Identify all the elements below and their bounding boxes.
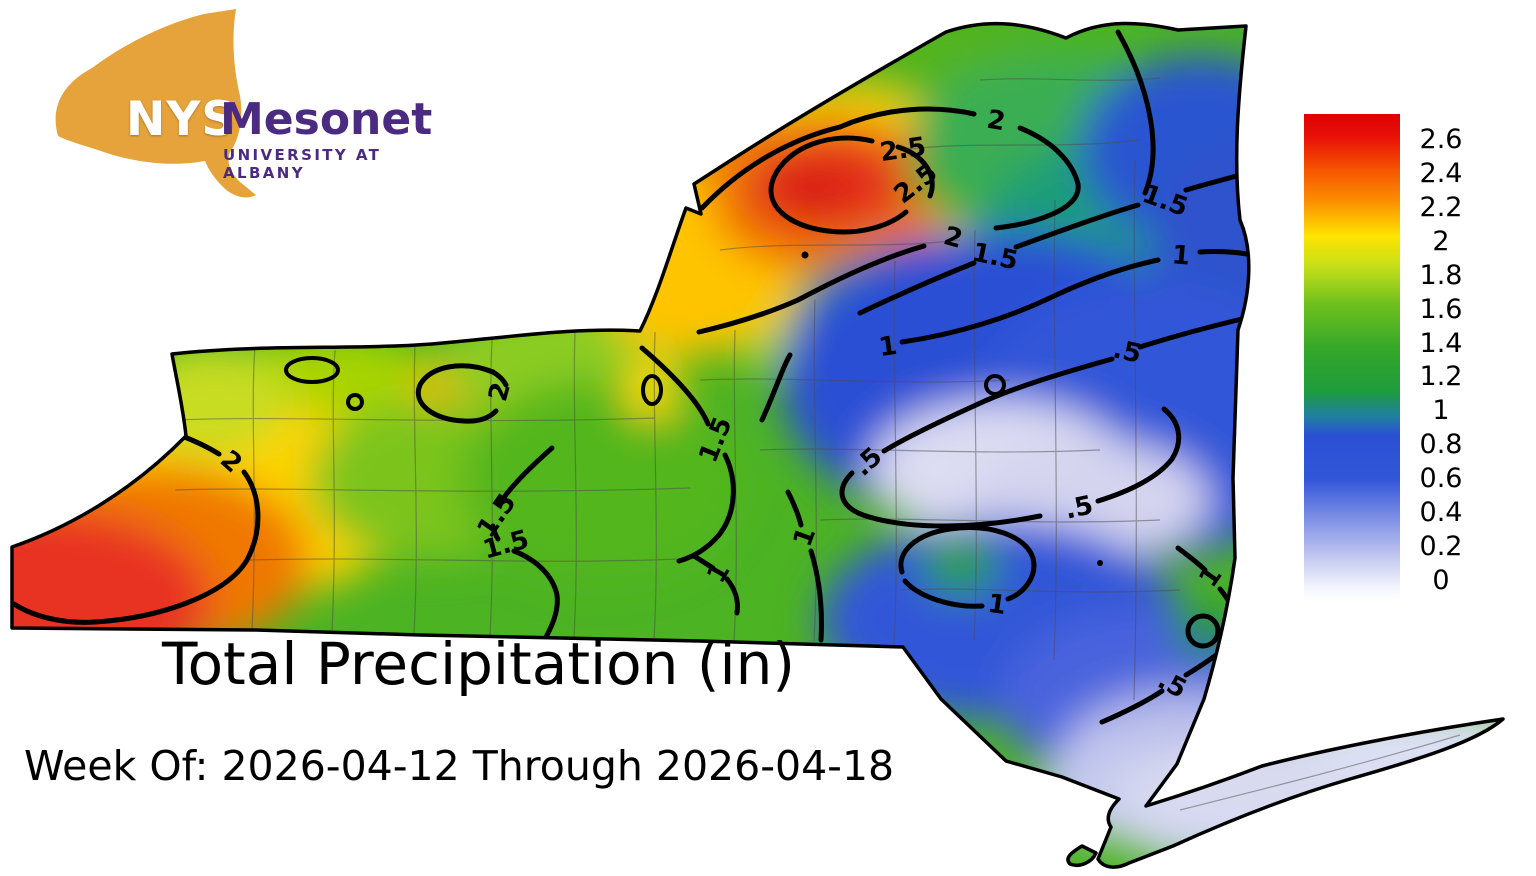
contour-1p5 xyxy=(639,345,711,427)
contour-1-se-loop xyxy=(898,525,1037,602)
contour-1-south xyxy=(691,553,716,571)
colorbar-tick: 1.8 xyxy=(1419,259,1463,291)
colorbar-gradient xyxy=(1304,114,1400,601)
contour-1-south xyxy=(785,489,804,528)
colorbar-tick: 2.2 xyxy=(1419,191,1463,223)
map-title: Total Precipitation (in) xyxy=(162,630,795,698)
colorbar-tick-labels: 2.6 2.4 2.2 2 1.8 1.6 1.4 1.2 1 0.8 0.6 0.4 0.2 0 xyxy=(1410,126,1480,594)
contour-1p5 xyxy=(857,260,977,316)
contour-1 xyxy=(759,352,793,423)
contour-2-north xyxy=(993,125,1081,231)
contour-small-ring xyxy=(346,393,364,411)
contour-p5-se xyxy=(1099,688,1165,725)
contour-2-west-loop xyxy=(415,363,499,424)
contour-small-ring xyxy=(284,356,340,384)
colorbar-tick: 0.4 xyxy=(1419,497,1463,529)
contour-1-east xyxy=(1175,545,1208,573)
contour-p5 xyxy=(839,470,1043,529)
contour-p5 xyxy=(1095,406,1182,504)
colorbar-tick: 0.6 xyxy=(1419,463,1463,495)
contour-1p5-south xyxy=(496,445,555,508)
colorbar-tick: 0.8 xyxy=(1419,429,1463,461)
contour-1p5-south xyxy=(511,548,560,642)
logo-tagline: UNIVERSITY AT ALBANY xyxy=(223,146,382,182)
contour-2p5-loop xyxy=(895,144,935,199)
contour-1 xyxy=(899,257,1161,345)
contour-2-north xyxy=(696,243,927,335)
contour-2-west-loop xyxy=(490,369,509,388)
contour-p5 xyxy=(881,356,1115,454)
colorbar-tick: 2.6 xyxy=(1419,124,1463,155)
contour-1-south xyxy=(724,576,740,616)
contour-small-ring xyxy=(641,374,663,406)
gold-ny-state-shape xyxy=(55,9,256,198)
contour-2-far-west xyxy=(12,469,261,625)
map-subtitle: Week Of: 2026-04-12 Through 2026-04-18 xyxy=(24,742,895,790)
contour-1p5 xyxy=(1013,202,1141,250)
colorbar-tick: 2.4 xyxy=(1419,157,1463,189)
contour-1-se-loop xyxy=(902,578,985,609)
contour-p5 xyxy=(1137,315,1249,350)
nys-mesonet-logo: NYS Mesonet UNIVERSITY AT ALBANY xyxy=(40,4,440,199)
contour-small-ring xyxy=(984,374,1006,396)
contour-1-south xyxy=(808,548,824,643)
contour-2-north xyxy=(699,106,977,211)
contour-2p5-loop xyxy=(768,135,909,235)
contour-small-ring xyxy=(1185,613,1221,649)
colorbar-tick: 1 xyxy=(1432,395,1450,427)
state-outline xyxy=(10,21,1505,869)
contour-1 xyxy=(1197,249,1250,257)
contour-1p5-south xyxy=(490,523,501,542)
logo-name: Mesonet xyxy=(220,94,433,145)
colorbar-tick: 1.6 xyxy=(1419,293,1463,325)
colorbar-tick: 1.2 xyxy=(1419,361,1463,393)
logo-state-shape xyxy=(55,9,256,198)
colorbar-tick: 0.2 xyxy=(1419,531,1463,563)
colorbar-tick: 1.4 xyxy=(1419,327,1463,359)
colorbar-tick: 2 xyxy=(1432,225,1450,257)
station-dots xyxy=(801,251,1103,566)
contour-1p5 xyxy=(1115,29,1156,196)
county-borders xyxy=(174,77,1461,811)
colorbar-tick: 0 xyxy=(1432,564,1450,596)
logo-acronym: NYS xyxy=(126,92,237,147)
